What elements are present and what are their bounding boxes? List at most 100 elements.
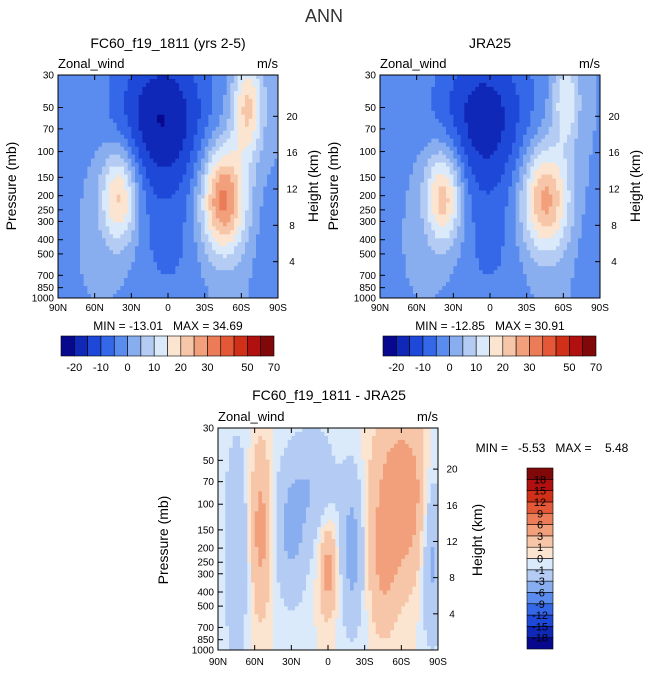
contour-cell: [94, 146, 99, 152]
contour-cell: [259, 122, 264, 128]
contour-cell: [72, 230, 77, 235]
contour-cell: [409, 166, 414, 171]
contour-cell: [171, 246, 176, 251]
contour-cell: [545, 170, 550, 175]
contour-cell: [504, 86, 509, 92]
contour-cell: [109, 90, 114, 96]
contour-cell: [501, 174, 506, 179]
contour-cell: [113, 138, 118, 144]
contour-cell: [80, 166, 85, 171]
contour-cell: [574, 154, 579, 160]
contour-cell: [182, 274, 187, 279]
colorbar-label: 10: [148, 362, 160, 374]
contour-cell: [91, 246, 96, 251]
contour-cell: [164, 222, 169, 227]
contour-cell: [186, 258, 191, 263]
contour-cell: [193, 134, 198, 140]
contour-cell: [237, 114, 242, 120]
contour-cell: [76, 230, 81, 235]
contour-cell: [149, 250, 154, 255]
contour-cell: [135, 246, 140, 251]
contour-cell: [204, 78, 209, 84]
contour-cell: [120, 202, 125, 207]
contour-cell: [267, 118, 272, 124]
contour-cell: [545, 90, 550, 96]
contour-cell: [109, 218, 114, 223]
contour-cell: [256, 194, 261, 199]
contour-cell: [267, 254, 272, 259]
contour-cell: [486, 90, 491, 96]
contour-cell: [94, 214, 99, 219]
contour-cell: [138, 238, 143, 243]
contour-cell: [65, 278, 70, 283]
contour-cell: [259, 294, 264, 299]
height-tick-label: 12: [286, 184, 298, 195]
contour-cell: [259, 210, 264, 215]
contour-cell: [457, 75, 462, 80]
contour-cell: [146, 118, 151, 124]
contour-cell: [91, 130, 96, 136]
contour-cell: [442, 166, 447, 171]
contour-cell: [420, 154, 425, 160]
contour-cell: [171, 142, 176, 148]
contour-cell: [201, 75, 206, 80]
contour-cell: [116, 258, 121, 263]
contour-cell: [113, 290, 118, 295]
contour-cell: [256, 75, 261, 80]
contour-cell: [105, 258, 110, 263]
contour-cell: [83, 258, 88, 263]
contour-cell: [182, 82, 187, 88]
contour-cell: [102, 174, 107, 179]
contour-cell: [87, 226, 92, 231]
contour-cell: [383, 142, 388, 148]
contour-cell: [226, 138, 231, 144]
contour-cell: [391, 78, 396, 84]
contour-cell: [449, 122, 454, 128]
contour-cell: [226, 170, 231, 175]
contour-cell: [138, 258, 143, 263]
contour-cell: [424, 130, 429, 136]
contour-cell: [61, 90, 66, 96]
contour-cell: [113, 206, 118, 211]
contour-cell: [237, 202, 242, 207]
contour-cell: [449, 150, 454, 156]
contour-cell: [65, 194, 70, 199]
contour-cell: [383, 122, 388, 128]
contour-cell: [160, 226, 165, 231]
contour-cell: [398, 94, 403, 100]
contour-cell: [230, 122, 235, 128]
contour-cell: [160, 246, 165, 251]
contour-cell: [208, 274, 213, 279]
contour-cell: [223, 214, 228, 219]
contour-cell: [526, 126, 531, 132]
contour-cell: [113, 270, 118, 275]
contour-cell: [171, 266, 176, 271]
contour-cell: [248, 270, 253, 275]
contour-cell: [212, 174, 217, 179]
contour-cell: [146, 234, 151, 239]
contour-cell: [135, 270, 140, 275]
contour-cell: [259, 202, 264, 207]
contour-cell: [83, 114, 88, 120]
contour-cell: [274, 278, 279, 283]
contour-cell: [248, 286, 253, 291]
contour-cell: [237, 126, 242, 132]
contour-cell: [267, 238, 272, 243]
contour-cell: [563, 102, 568, 108]
contour-cell: [65, 262, 70, 267]
contour-cell: [208, 150, 213, 156]
contour-cell: [179, 222, 184, 227]
contour-cell: [215, 98, 220, 104]
contour-cell: [497, 114, 502, 120]
contour-cell: [182, 86, 187, 92]
contour-cell: [72, 202, 77, 207]
contour-cell: [237, 122, 242, 128]
contour-cell: [508, 174, 513, 179]
contour-cell: [212, 134, 217, 140]
contour-cell: [102, 266, 107, 271]
contour-cell: [541, 134, 546, 140]
contour-cell: [256, 278, 261, 283]
contour-cell: [523, 106, 528, 112]
contour-cell: [413, 138, 418, 144]
contour-cell: [182, 266, 187, 271]
